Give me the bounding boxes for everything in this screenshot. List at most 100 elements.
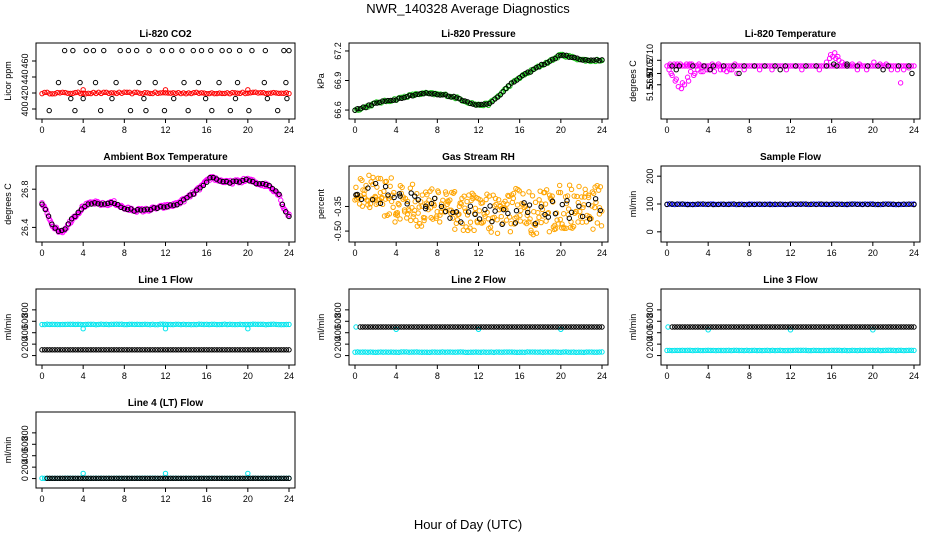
- data-point: [65, 90, 71, 96]
- data-point: [862, 201, 868, 207]
- data-point: [532, 324, 538, 330]
- data-point: [233, 178, 240, 184]
- data-point: [715, 324, 722, 330]
- data-point: [540, 324, 546, 330]
- data-point: [126, 475, 133, 481]
- data-point: [260, 89, 266, 96]
- data-point: [260, 321, 266, 328]
- data-point: [836, 201, 843, 207]
- data-point: [201, 90, 207, 96]
- data-point: [234, 475, 241, 481]
- data-point: [882, 347, 889, 354]
- data-point: [569, 54, 575, 61]
- data-point: [270, 347, 277, 353]
- data-point: [785, 347, 791, 354]
- data-point: [669, 201, 675, 207]
- data-point: [816, 324, 822, 330]
- data-point: [511, 221, 518, 227]
- plot-frame: [348, 165, 609, 243]
- y-tick-label: 66.9: [333, 72, 343, 90]
- data-point: [736, 201, 742, 208]
- data-point: [447, 349, 453, 355]
- data-point: [273, 347, 279, 353]
- data-point: [759, 347, 765, 354]
- data-point: [357, 106, 364, 112]
- data-point: [284, 95, 290, 102]
- data-point: [101, 201, 108, 207]
- x-tick-label: 12: [160, 494, 170, 504]
- data-point: [823, 347, 830, 354]
- data-point: [385, 324, 392, 330]
- data-point: [516, 188, 522, 194]
- data-point: [591, 349, 597, 355]
- data-point: [52, 347, 58, 353]
- data-point: [70, 90, 76, 97]
- data-point: [394, 210, 401, 216]
- data-point: [426, 349, 433, 355]
- data-point: [203, 90, 210, 97]
- data-point: [217, 178, 223, 184]
- data-point: [185, 321, 192, 328]
- data-point: [209, 107, 215, 114]
- data-point: [692, 324, 699, 330]
- data-point: [542, 324, 549, 330]
- data-point: [276, 347, 282, 353]
- data-point: [234, 321, 241, 328]
- data-point: [447, 324, 453, 330]
- data-point: [180, 321, 187, 327]
- data-point: [431, 90, 438, 97]
- data-point: [67, 321, 74, 328]
- data-point: [464, 212, 471, 218]
- x-tick-label: 12: [785, 371, 795, 381]
- data-point: [98, 90, 104, 97]
- data-point: [552, 349, 559, 355]
- data-point: [75, 89, 81, 95]
- data-point: [512, 220, 519, 226]
- data-point: [65, 347, 71, 353]
- data-point: [434, 208, 440, 215]
- data-point: [75, 321, 81, 328]
- data-point: [119, 321, 125, 327]
- data-point: [823, 324, 830, 330]
- data-point: [733, 201, 740, 208]
- data-point: [435, 189, 442, 196]
- data-point: [560, 52, 567, 58]
- data-point: [792, 324, 799, 330]
- data-point: [421, 349, 428, 355]
- data-point: [220, 178, 226, 185]
- data-point: [211, 475, 218, 481]
- data-point: [155, 475, 161, 481]
- data-point: [710, 63, 717, 69]
- data-point: [720, 67, 727, 73]
- data-point: [738, 201, 745, 207]
- data-point: [795, 324, 801, 330]
- data-point: [404, 93, 410, 100]
- data-point: [88, 201, 95, 207]
- data-point: [67, 90, 74, 97]
- data-point: [517, 212, 523, 219]
- data-point: [170, 321, 176, 328]
- data-point: [224, 475, 230, 481]
- data-point: [93, 90, 99, 97]
- data-point: [124, 321, 130, 328]
- data-point: [510, 190, 517, 197]
- data-point: [579, 213, 586, 220]
- data-point: [221, 90, 228, 97]
- data-point: [113, 475, 120, 481]
- data-point: [493, 349, 500, 355]
- data-point: [597, 207, 603, 214]
- data-point: [664, 347, 670, 354]
- data-point: [216, 90, 223, 96]
- data-point: [234, 79, 241, 86]
- data-point: [388, 324, 394, 330]
- data-point: [214, 90, 220, 97]
- data-point: [547, 324, 554, 330]
- data-point: [849, 347, 855, 354]
- data-point: [470, 101, 476, 107]
- y-tick-label: 800: [20, 302, 30, 317]
- data-point: [875, 324, 881, 330]
- data-point: [798, 201, 804, 207]
- y-tick-label: 51.5690: [645, 68, 655, 101]
